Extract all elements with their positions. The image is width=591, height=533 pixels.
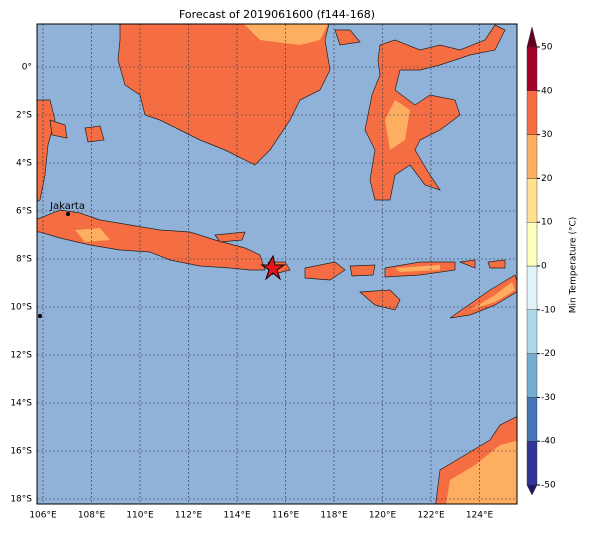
colorbar-band — [526, 178, 538, 223]
point-dot — [38, 314, 42, 318]
lat-label: 4°S — [16, 159, 32, 169]
map-frame — [36, 23, 518, 505]
lat-label: 0° — [22, 63, 32, 73]
colorbar-band — [526, 90, 538, 135]
lat-label: 2°S — [16, 111, 32, 121]
colorbar-tick-label: 30 — [541, 130, 553, 140]
colorbar-band — [526, 221, 538, 267]
lat-label: 10°S — [10, 303, 32, 313]
lon-label: 118°E — [320, 511, 348, 521]
colorbar-band — [526, 134, 538, 179]
colorbar-tick-label: 50 — [541, 43, 553, 53]
colorbar-band — [526, 309, 538, 354]
city-dot — [66, 212, 70, 216]
lat-label: 12°S — [10, 351, 32, 361]
colorbar-extend-top — [526, 26, 538, 48]
colorbar-tick-label: -30 — [541, 393, 556, 403]
lon-label: 114°E — [223, 511, 251, 521]
lon-label: 106°E — [29, 511, 57, 521]
lon-label: 108°E — [78, 511, 106, 521]
colorbar-band — [526, 397, 538, 442]
colorbar: 50 40 30 20 10 0 -10 -20 -30 -40 -50 — [526, 26, 556, 496]
colorbar-band — [526, 265, 538, 310]
colorbar-tick-label: 10 — [541, 218, 553, 228]
place-label: Jakarta — [49, 201, 85, 212]
lon-label: 116°E — [272, 511, 300, 521]
lat-label: 18°S — [10, 495, 32, 505]
lon-label: 124°E — [466, 511, 494, 521]
colorbar-extend-bottom — [526, 484, 538, 496]
lon-label: 110°E — [126, 511, 154, 521]
lat-label: 8°S — [16, 255, 32, 265]
lon-label: 122°E — [417, 511, 445, 521]
colorbar-tick-label: 0 — [541, 262, 547, 272]
title: Forecast of 2019061600 (f144-168) — [179, 8, 375, 21]
colorbar-tick-label: -40 — [541, 437, 556, 447]
lon-label: 120°E — [369, 511, 397, 521]
colorbar-tick-label: -50 — [541, 481, 556, 491]
colorbar-tick-label: 40 — [541, 86, 553, 96]
colorbar-band — [526, 46, 538, 91]
land — [37, 24, 517, 504]
lon-label: 112°E — [175, 511, 203, 521]
colorbar-label: Min Temperature (°C) — [569, 217, 579, 314]
colorbar-band — [526, 353, 538, 398]
graticule — [37, 24, 517, 504]
lat-label: 16°S — [10, 447, 32, 457]
colorbar-tick-label: -20 — [541, 349, 556, 359]
colorbar-tick-label: -10 — [541, 305, 556, 315]
colorbar-band — [526, 441, 538, 486]
lat-label: 6°S — [16, 207, 32, 217]
lat-label: 14°S — [10, 399, 32, 409]
colorbar-tick-label: 20 — [541, 174, 553, 184]
star-marker — [260, 254, 286, 281]
